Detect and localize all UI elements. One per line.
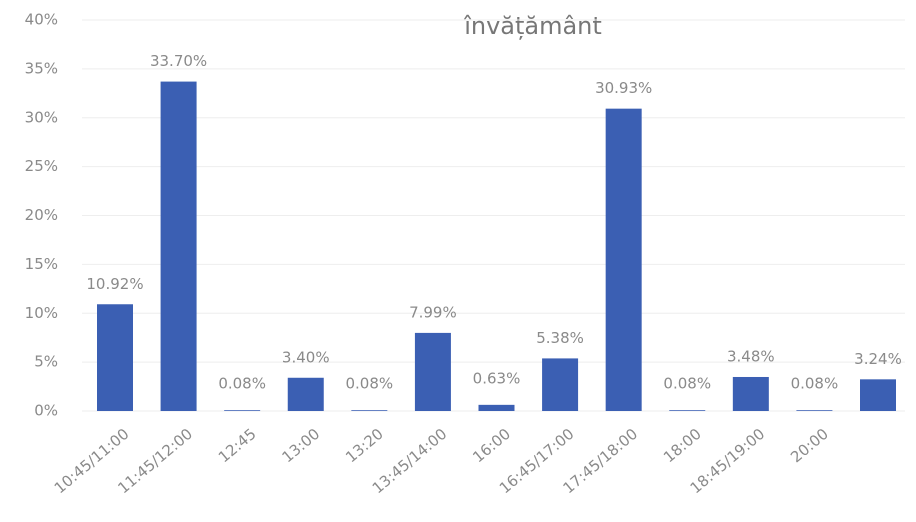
bar (796, 410, 833, 411)
data-label: 0.63% (473, 369, 521, 387)
data-label: 3.48% (727, 347, 775, 365)
bar (224, 410, 261, 411)
y-tick-label: 30% (25, 108, 58, 126)
x-tick-label: 18:00 (660, 425, 705, 467)
y-tick-label: 0% (34, 402, 58, 420)
y-tick-label: 15% (25, 255, 58, 273)
data-label: 0.08% (791, 375, 839, 393)
bar (160, 81, 197, 412)
bar (542, 358, 579, 411)
data-label: 0.08% (346, 375, 394, 393)
x-tick-label: 13:20 (342, 425, 387, 467)
data-label: 30.93% (595, 79, 652, 97)
bar (414, 332, 451, 411)
x-tick-label: 13:00 (279, 425, 324, 467)
data-label: 10.92% (86, 275, 143, 293)
data-label: 7.99% (409, 303, 457, 321)
bar (351, 410, 388, 411)
x-tick-label: 12:45 (215, 425, 260, 467)
y-tick-label: 35% (25, 59, 58, 77)
data-label: 3.40% (282, 348, 330, 366)
bar (478, 404, 515, 411)
bar (605, 108, 642, 412)
y-tick-label: 5% (34, 353, 58, 371)
bar (97, 304, 133, 411)
y-tick-label: 10% (25, 304, 58, 322)
bar (732, 376, 769, 411)
data-label: 33.70% (150, 52, 207, 70)
x-tick-label: 20:00 (787, 425, 832, 467)
data-label: 5.38% (536, 329, 584, 347)
data-label: 3.24% (854, 350, 902, 368)
bar (860, 379, 896, 411)
data-label: 0.08% (663, 375, 711, 393)
chart-title: învățământ (463, 12, 602, 40)
x-tick-label: 16:00 (469, 425, 514, 467)
bar (287, 377, 324, 411)
bar (669, 410, 706, 411)
y-tick-label: 40% (25, 11, 58, 29)
y-tick-label: 20% (25, 206, 58, 224)
data-label: 0.08% (218, 375, 266, 393)
y-tick-label: 25% (25, 157, 58, 175)
